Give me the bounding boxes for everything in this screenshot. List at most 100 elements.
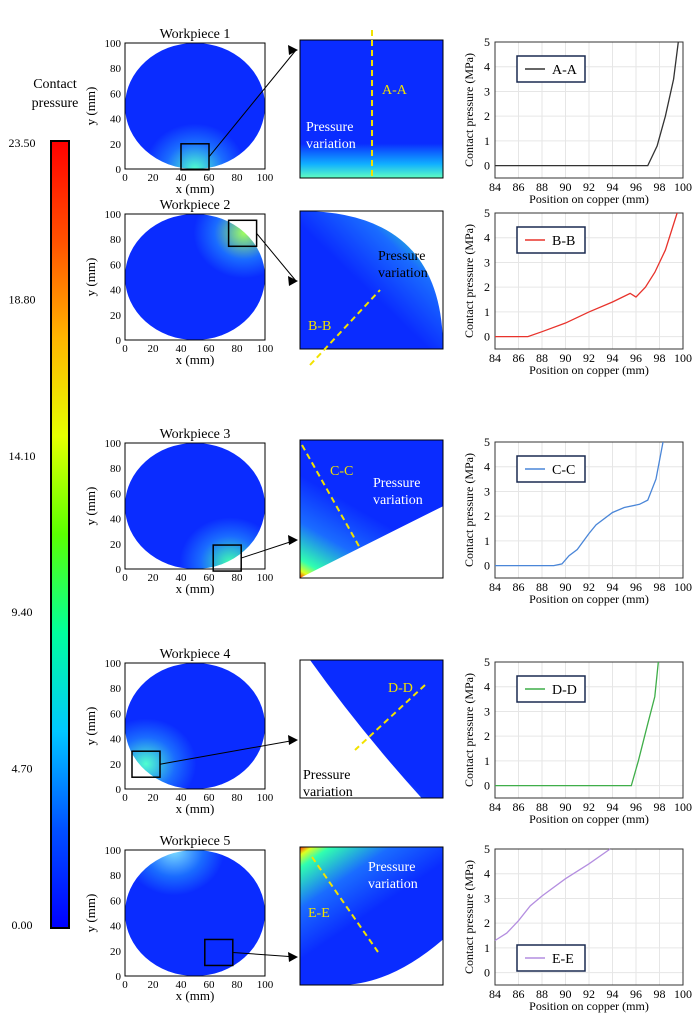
map-y-tick: 100 (105, 438, 122, 450)
x-tick-label: 88 (536, 180, 548, 194)
map-y-tick: 0 (116, 784, 122, 796)
map-frame (124, 849, 266, 977)
zoom-arrow (256, 232, 297, 282)
map-y-tick: 20 (110, 310, 122, 322)
map-x-tick: 40 (176, 572, 188, 584)
zoom-arrow (208, 49, 297, 158)
map-y-tick: 80 (110, 870, 122, 882)
y-tick-label: 5 (484, 655, 490, 669)
label-line: Pressure (373, 476, 420, 491)
x-tick-label: 94 (607, 800, 619, 814)
chart-frame (494, 661, 684, 799)
map-y-tick: 100 (105, 209, 122, 221)
map-title: Workpiece 4 (160, 647, 231, 662)
x-tick-label: 92 (583, 580, 595, 594)
label-line: Pressure (368, 860, 415, 875)
map-y-tick: 40 (110, 514, 122, 526)
map-x-tick: 60 (204, 979, 216, 991)
map-y-tick: 0 (116, 164, 122, 176)
colorbar-tick-label: 4.70 (12, 762, 33, 776)
label-line: variation (306, 137, 356, 152)
y-tick-label: 2 (484, 509, 490, 523)
x-tick-label: 100 (674, 180, 692, 194)
y-tick-label: 3 (484, 84, 490, 98)
map-x-tick: 0 (122, 979, 128, 991)
chart-frame (494, 441, 684, 579)
x-tick-label: 90 (560, 180, 572, 194)
y-tick-label: 0 (484, 330, 490, 344)
y-tick-label: 1 (484, 534, 490, 548)
label-line: Pressure (303, 768, 350, 783)
y-tick-label: 0 (484, 779, 490, 793)
section-label: B-B (308, 319, 331, 334)
map-y-tick: 40 (110, 285, 122, 297)
x-axis-label: Position on copper (mm) (529, 812, 649, 826)
pressure-variation-label: Pressure variation (373, 476, 423, 508)
map-x-label: x (mm) (176, 988, 215, 1003)
x-tick-label: 90 (560, 800, 572, 814)
map-x-label: x (mm) (176, 581, 215, 596)
legend-label: B-B (552, 234, 575, 249)
map-y-tick: 80 (110, 463, 122, 475)
arrow-head-icon (288, 952, 298, 962)
series-line-D-D (495, 661, 659, 787)
map-y-tick: 60 (110, 895, 122, 907)
map-title: Workpiece 2 (160, 198, 231, 213)
chart-frame (494, 212, 684, 350)
map-x-label: x (mm) (176, 181, 215, 196)
y-tick-label: 2 (484, 916, 490, 930)
y-tick-label: 4 (484, 680, 490, 694)
workpiece-contact-map (125, 443, 265, 569)
map-x-tick: 20 (148, 572, 160, 584)
arrow-head-icon (288, 535, 298, 545)
workpiece-contact-map (125, 43, 265, 169)
map-y-tick: 100 (105, 845, 122, 857)
label-line: Pressure (306, 120, 353, 135)
legend-label: D-D (552, 683, 577, 698)
x-axis-label: Position on copper (mm) (529, 592, 649, 606)
x-tick-label: 96 (630, 800, 642, 814)
y-tick-label: 5 (484, 206, 490, 220)
map-x-tick: 0 (122, 792, 128, 804)
inset-frame (299, 210, 444, 350)
map-y-tick: 60 (110, 259, 122, 271)
y-tick-label: 5 (484, 35, 490, 49)
colorbar-tick-label: 23.50 (9, 136, 36, 150)
label-line: Pressure (378, 249, 425, 264)
zoom-arrow (159, 739, 297, 765)
x-tick-label: 88 (536, 987, 548, 1001)
map-x-tick: 80 (232, 792, 244, 804)
map-y-tick: 0 (116, 335, 122, 347)
x-tick-label: 96 (630, 987, 642, 1001)
map-x-tick: 40 (176, 172, 188, 184)
colorbar-tick-label: 9.40 (12, 605, 33, 619)
legend-label: E-E (552, 952, 574, 967)
map-frame (124, 213, 266, 341)
map-title: Workpiece 5 (160, 834, 231, 849)
map-x-tick: 60 (204, 572, 216, 584)
map-y-tick: 100 (105, 658, 122, 670)
y-tick-label: 3 (484, 484, 490, 498)
x-tick-label: 100 (674, 580, 692, 594)
map-frame (124, 442, 266, 570)
map-y-tick: 20 (110, 946, 122, 958)
y-tick-label: 0 (484, 966, 490, 980)
inset-frame (299, 659, 444, 799)
chart-frame (494, 848, 684, 986)
map-y-tick: 60 (110, 88, 122, 100)
map-y-tick: 40 (110, 114, 122, 126)
map-x-tick: 100 (257, 343, 274, 355)
map-x-tick: 40 (176, 979, 188, 991)
legend-label: C-C (552, 463, 575, 478)
section-label: A-A (382, 83, 408, 98)
map-frame (124, 42, 266, 170)
map-x-tick: 0 (122, 572, 128, 584)
map-x-label: x (mm) (176, 801, 215, 816)
label-line: variation (373, 493, 423, 508)
map-x-tick: 60 (204, 343, 216, 355)
